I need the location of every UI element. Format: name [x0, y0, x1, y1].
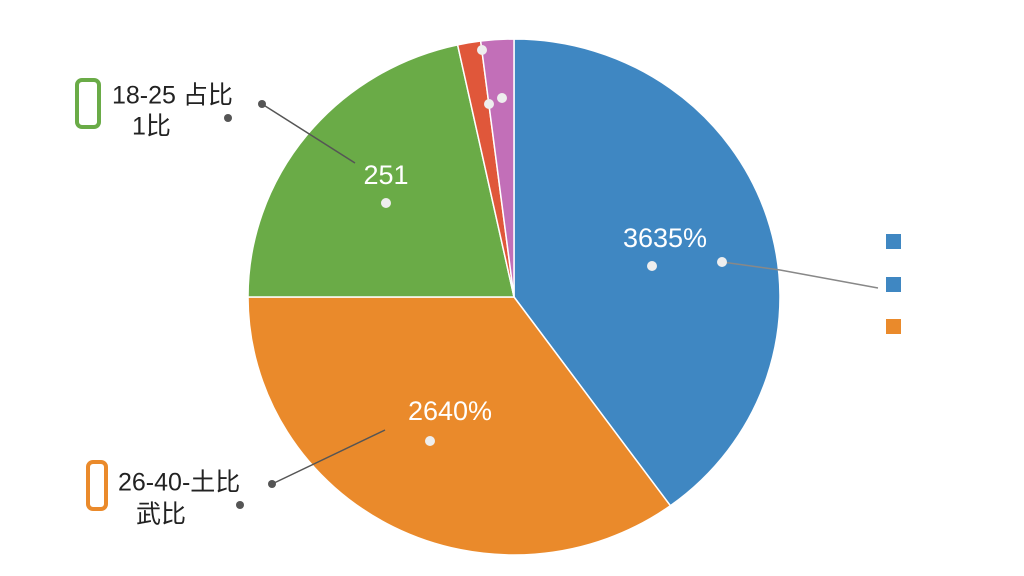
slice-label: 3635% [623, 223, 707, 253]
leader-dot [236, 501, 244, 509]
side-label: 武比 [136, 501, 186, 529]
pie-slice [247, 43, 515, 298]
label-dot [647, 261, 657, 271]
label-dot [381, 198, 391, 208]
leader-dot [258, 100, 266, 108]
pie [247, 38, 781, 556]
legend-swatch [886, 319, 901, 334]
phone-icon [75, 78, 101, 129]
pie-slice [247, 296, 672, 556]
label-dot [484, 99, 494, 109]
side-label: 18-25 占比 [112, 82, 233, 110]
legend-swatch [886, 234, 901, 249]
leader-line [271, 429, 386, 485]
pie-slice [513, 38, 781, 507]
side-label: 26-40-土比 [118, 469, 240, 497]
legend-swatch [886, 277, 901, 292]
leader-line [721, 261, 879, 289]
label-dot [497, 93, 507, 103]
leader-line [261, 103, 356, 164]
label-dot [717, 257, 727, 267]
label-dot [477, 45, 487, 55]
phone-icon [86, 460, 108, 511]
leader-dot [268, 480, 276, 488]
slice-label: 2640% [408, 396, 492, 426]
leader-dot [224, 114, 232, 122]
slice-label: 251 [363, 160, 408, 190]
side-label: 1比 [132, 113, 171, 141]
label-dot [425, 436, 435, 446]
